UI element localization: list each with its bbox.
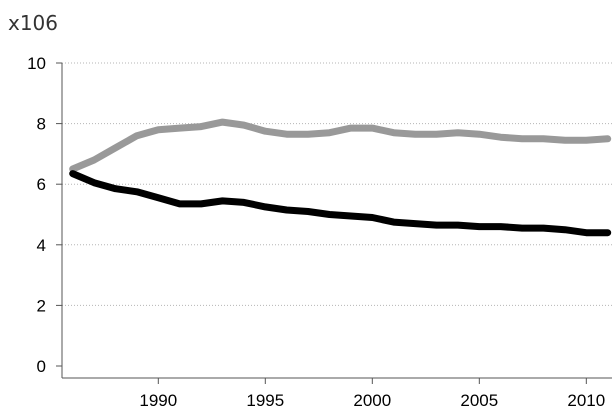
x-tick-label-2005: 2005: [460, 391, 498, 410]
x-tick-label-2010: 2010: [567, 391, 605, 410]
y-tick-label-4: 4: [37, 236, 46, 255]
y-tick-label-8: 8: [37, 115, 46, 134]
tick-labels: 0 2 4 6 8 10 1990 1995 2000 2005 2010: [27, 54, 605, 410]
x-tick-label-1995: 1995: [246, 391, 284, 410]
y-tick-label-2: 2: [37, 296, 46, 315]
axes: [56, 62, 612, 384]
y-tick-label-0: 0: [37, 357, 46, 376]
series-lines: [69, 118, 612, 237]
x-tick-label-1990: 1990: [139, 391, 177, 410]
y-tick-label-10: 10: [27, 54, 46, 73]
series-line-2: [69, 170, 612, 237]
y-tick-label-6: 6: [37, 175, 46, 194]
grid-lines: [62, 62, 612, 306]
series-line-1: [69, 118, 612, 173]
y-axis-multiplier-label: x106: [8, 11, 58, 35]
x-tick-label-2000: 2000: [353, 391, 391, 410]
